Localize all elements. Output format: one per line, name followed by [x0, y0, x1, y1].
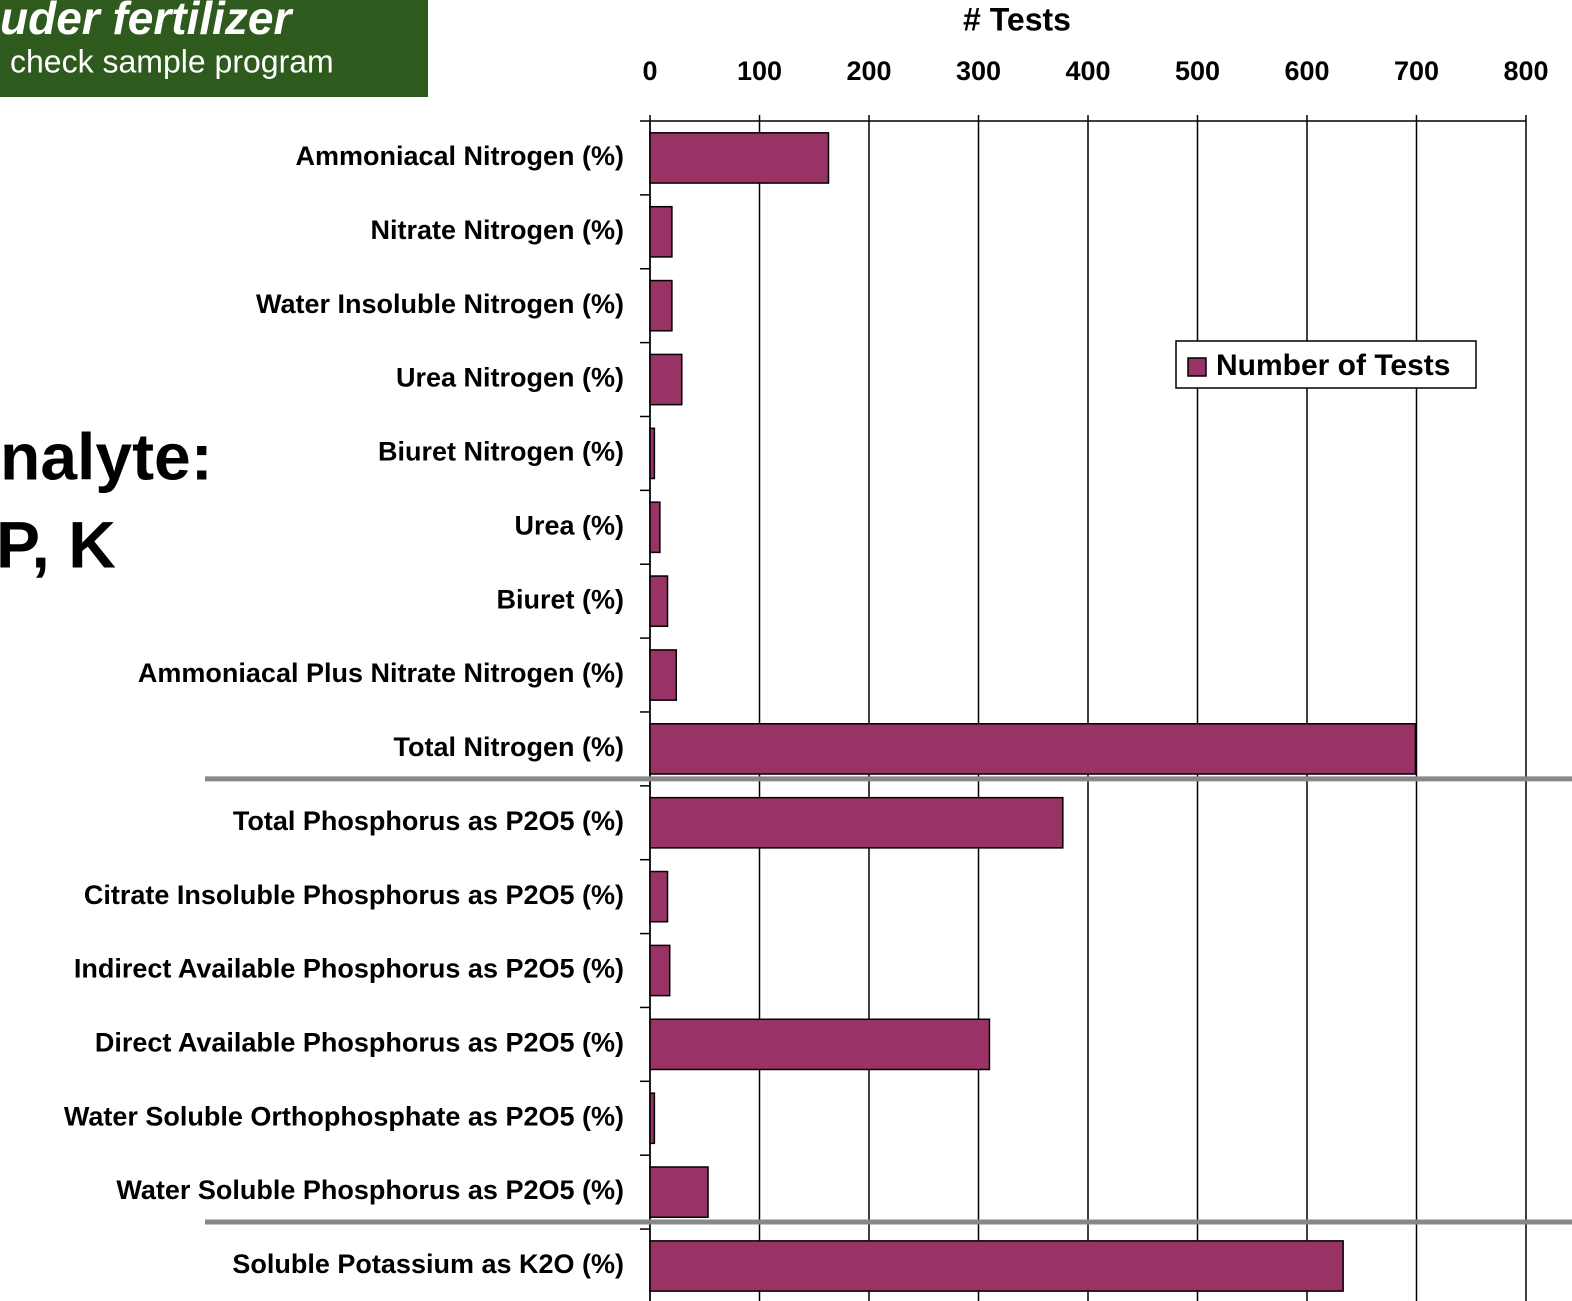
y-tick-label: Soluble Potassium as K2O (%)	[232, 1249, 624, 1279]
bar	[649, 205, 673, 258]
logo-background	[0, 0, 428, 97]
logo-title: uder fertilizer	[0, 0, 294, 44]
y-tick-label: Water Insoluble Nitrogen (%)	[256, 289, 624, 319]
bar	[649, 1018, 991, 1071]
y-tick-label: Water Soluble Orthophosphate as P2O5 (%)	[64, 1101, 624, 1131]
x-tick-label: 0	[642, 56, 657, 86]
bar	[649, 1092, 656, 1145]
slide-title: nalyte:	[0, 419, 213, 493]
x-tick-label: 400	[1065, 56, 1110, 86]
y-tick-label: Total Nitrogen (%)	[394, 732, 624, 762]
bar	[649, 796, 1064, 849]
x-tick-label: 200	[846, 56, 891, 86]
x-tick-label: 700	[1394, 56, 1439, 86]
bar	[649, 575, 669, 628]
bar	[649, 723, 1417, 775]
bar	[649, 649, 678, 701]
bar	[649, 1240, 1344, 1292]
x-tick-label: 500	[1175, 56, 1220, 86]
x-tick-label: 300	[956, 56, 1001, 86]
bar	[649, 353, 683, 406]
y-tick-label: Ammoniacal Nitrogen (%)	[295, 141, 624, 171]
legend-label: Number of Tests	[1216, 349, 1450, 382]
bar	[649, 501, 661, 554]
bar	[649, 870, 669, 923]
y-tick-label: Ammoniacal Plus Nitrate Nitrogen (%)	[138, 658, 624, 688]
y-tick-label: Biuret Nitrogen (%)	[378, 437, 624, 467]
slide-title: P, K	[0, 507, 116, 581]
bar	[649, 944, 671, 997]
x-tick-label: 800	[1503, 56, 1548, 86]
y-tick-label: Water Soluble Phosphorus as P2O5 (%)	[116, 1175, 624, 1205]
y-tick-label: Nitrate Nitrogen (%)	[370, 215, 624, 245]
y-tick-label: Urea Nitrogen (%)	[396, 363, 624, 393]
y-tick-label: Total Phosphorus as P2O5 (%)	[233, 806, 624, 836]
x-tick-label: 600	[1284, 56, 1329, 86]
y-tick-label: Direct Available Phosphorus as P2O5 (%)	[95, 1028, 624, 1058]
x-tick-label: 100	[737, 56, 782, 86]
bar	[649, 279, 673, 332]
legend-marker	[1187, 357, 1207, 377]
bar	[649, 1166, 709, 1218]
logo-subtitle: check sample program	[10, 43, 334, 79]
legend-box	[1175, 340, 1477, 389]
y-tick-label: Citrate Insoluble Phosphorus as P2O5 (%)	[84, 880, 624, 910]
y-tick-label: Urea (%)	[514, 510, 624, 540]
y-tick-label: Biuret (%)	[497, 584, 625, 614]
bar	[649, 427, 656, 480]
bar	[649, 132, 830, 184]
y-tick-label: Indirect Available Phosphorus as P2O5 (%…	[74, 954, 624, 984]
axis-title: # Tests	[963, 1, 1071, 37]
